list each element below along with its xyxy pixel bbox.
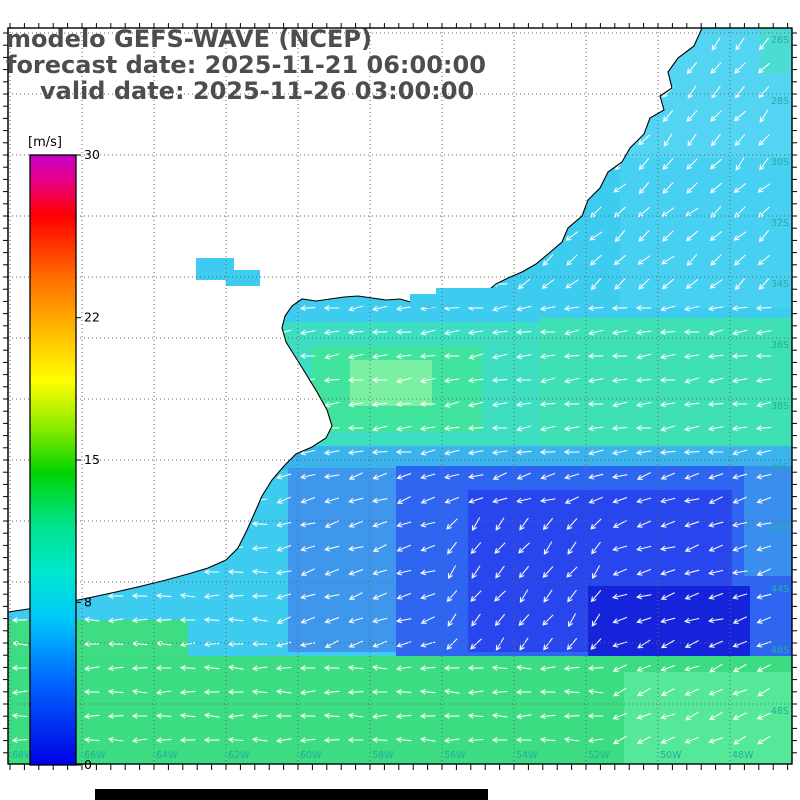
- axis-tick-labels: 68W 66W 64W 62W 60W 58W 56W 54W 52W 50W 48W 26S 28S 3…: [12, 35, 789, 761]
- lon-tick-label: 66W: [84, 750, 106, 761]
- colorbar: 30 22 15 8 0 [m/s]: [28, 135, 100, 772]
- lon-tick-label: 64W: [156, 750, 178, 761]
- lat-tick-label: 30S: [771, 157, 789, 168]
- lat-tick-label: 44S: [771, 584, 789, 595]
- colorbar-tick-label: 15: [84, 452, 100, 467]
- model-title: modelo GEFS-WAVE (NCEP): [6, 25, 372, 53]
- colorbar-tick-label: 22: [84, 310, 100, 325]
- forecast-date-line: forecast date: 2025-11-21 06:00:00: [6, 51, 486, 79]
- lon-tick-label: 68W: [12, 750, 34, 761]
- lat-tick-label: 26S: [771, 35, 789, 46]
- colorbar-tick-label: 0: [84, 757, 92, 772]
- lat-tick-label: 38S: [771, 401, 789, 412]
- lat-tick-label: 36S: [771, 340, 789, 351]
- lat-tick-label: 46S: [771, 645, 789, 656]
- lat-tick-label: 48S: [771, 706, 789, 717]
- land-mask: [7, 27, 703, 613]
- lat-tick-label: 42S: [771, 523, 789, 534]
- lon-tick-label: 58W: [372, 750, 394, 761]
- valid-date-line: valid date: 2025-11-26 03:00:00: [40, 77, 475, 105]
- lon-tick-label: 48W: [732, 750, 754, 761]
- lat-tick-label: 32S: [771, 218, 789, 229]
- colorbar-tick-label: 30: [84, 147, 100, 162]
- lon-tick-label: 56W: [444, 750, 466, 761]
- colorbar-unit-label: [m/s]: [28, 135, 62, 150]
- colorbar-gradient: [29, 154, 77, 766]
- lon-tick-label: 54W: [516, 750, 538, 761]
- lat-tick-label: 40S: [771, 462, 789, 473]
- lon-tick-label: 50W: [660, 750, 682, 761]
- footer-bar: [95, 789, 488, 800]
- lat-tick-label: 34S: [771, 279, 789, 290]
- lon-tick-label: 60W: [300, 750, 322, 761]
- colorbar-tick-label: 8: [84, 594, 92, 609]
- lon-tick-label: 52W: [588, 750, 610, 761]
- lon-tick-label: 62W: [228, 750, 250, 761]
- graticule-grid: [8, 28, 792, 764]
- lat-tick-label: 28S: [771, 96, 789, 107]
- map-frame: [3, 23, 797, 770]
